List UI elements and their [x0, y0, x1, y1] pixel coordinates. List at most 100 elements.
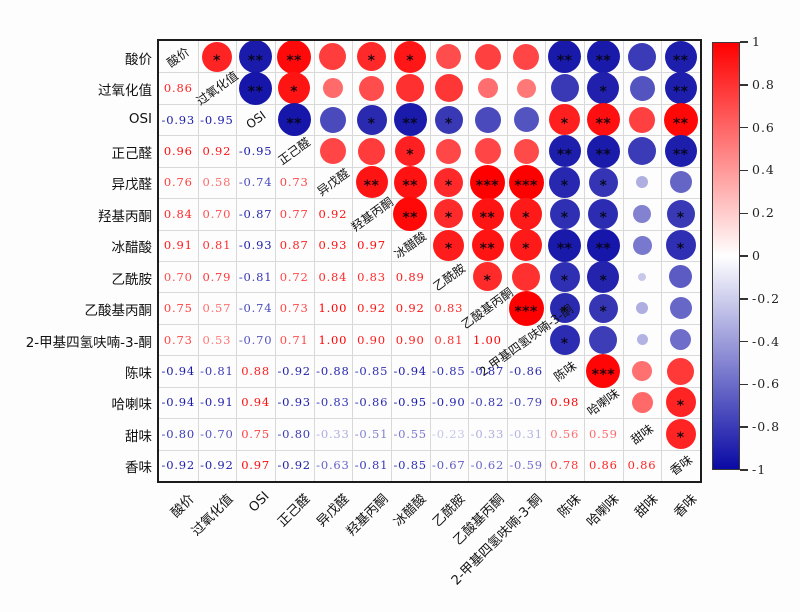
- diagonal-variable-label: 羟基丙酮: [348, 194, 396, 235]
- corr-value: 0.92: [357, 301, 386, 316]
- significance-stars: **: [556, 241, 573, 258]
- colorbar-tick-mark: [740, 84, 748, 86]
- corr-value: -0.33: [316, 426, 350, 441]
- y-axis-label: 哈喇味: [111, 397, 153, 414]
- corr-circle: [632, 235, 652, 255]
- corr-circle: [664, 135, 697, 167]
- significance-stars: *: [367, 115, 376, 132]
- corr-circle: [588, 198, 619, 229]
- significance-stars: *: [676, 429, 685, 446]
- colorbar-tick-label: -0.6: [752, 376, 781, 392]
- significance-stars: **: [286, 52, 303, 69]
- significance-stars: *: [599, 84, 608, 101]
- corr-circle: [548, 135, 581, 167]
- corr-value: -0.81: [354, 458, 389, 473]
- corr-value: 0.83: [357, 269, 386, 284]
- corr-value: 0.76: [163, 175, 193, 190]
- corr-circle: [508, 164, 544, 200]
- corr-value: -0.51: [354, 426, 389, 441]
- corr-value: 0.94: [241, 395, 270, 410]
- gridline-horizontal: [159, 418, 700, 420]
- y-axis-label: 酸价: [125, 51, 152, 68]
- corr-circle: [629, 75, 655, 101]
- significance-stars: *: [522, 241, 530, 258]
- colorbar-tick-mark: [740, 212, 748, 214]
- significance-stars: *: [560, 178, 569, 195]
- significance-stars: *: [444, 209, 453, 226]
- corr-circle: [474, 138, 501, 164]
- corr-value: 0.90: [395, 332, 425, 347]
- corr-value: -0.79: [509, 395, 543, 410]
- corr-value: 0.83: [434, 301, 464, 316]
- corr-circle: [636, 334, 648, 346]
- corr-value: -0.95: [238, 144, 273, 158]
- colorbar-tick-label: -0.2: [752, 290, 781, 306]
- corr-circle: [667, 357, 695, 385]
- corr-circle: [473, 262, 502, 292]
- corr-circle: [393, 196, 428, 231]
- corr-circle: [277, 39, 312, 74]
- corr-circle: [474, 106, 501, 133]
- corr-value: -0.93: [238, 238, 273, 253]
- corr-circle: [358, 137, 385, 165]
- corr-value: -0.55: [393, 426, 427, 441]
- corr-circle: [548, 228, 582, 262]
- corr-value: 0.56: [550, 426, 580, 441]
- corr-value: 0.88: [241, 364, 270, 378]
- colorbar-tick-label: -0.4: [752, 333, 781, 349]
- diagonal-variable-label: 异戊醛: [314, 166, 352, 200]
- corr-value: 0.53: [202, 332, 232, 347]
- colorbar-tick-label: 0.6: [752, 119, 775, 135]
- corr-value: 0.73: [279, 301, 309, 316]
- significance-stars: *: [560, 272, 569, 289]
- corr-circle: [393, 103, 427, 137]
- corr-value: 0.86: [588, 458, 618, 473]
- corr-value: 0.81: [434, 332, 464, 347]
- y-axis-label: 乙酸基丙酮: [84, 303, 153, 320]
- significance-stars: **: [672, 147, 689, 163]
- diagonal-variable-label: 陈味: [551, 358, 579, 385]
- colorbar-tick-mark: [740, 126, 748, 129]
- gridline-horizontal: [159, 292, 700, 294]
- significance-stars: *: [444, 241, 453, 258]
- corr-value: 0.81: [202, 238, 232, 253]
- colorbar-tick-label: 1: [752, 34, 761, 49]
- colorbar-tick-mark: [740, 383, 748, 386]
- corr-value: -0.74: [238, 175, 273, 190]
- corr-circle: [510, 197, 543, 230]
- corr-circle: [356, 104, 387, 135]
- corr-circle: [319, 138, 346, 164]
- significance-stars: *: [406, 52, 415, 69]
- corr-value: 0.87: [279, 238, 309, 253]
- corr-circle: [319, 106, 346, 133]
- corr-circle: [433, 229, 465, 261]
- significance-stars: ***: [514, 178, 538, 195]
- significance-stars: **: [595, 147, 612, 163]
- corr-circle: [355, 166, 388, 199]
- corr-circle: [636, 302, 648, 315]
- significance-stars: **: [556, 52, 573, 69]
- corr-value: 0.72: [279, 269, 309, 284]
- corr-value: -0.95: [200, 112, 234, 127]
- corr-circle: [638, 272, 646, 281]
- corr-circle: [512, 262, 541, 291]
- corr-value: 0.93: [318, 238, 348, 253]
- corr-value: 0.91: [163, 238, 193, 253]
- corr-value: 1.00: [318, 332, 348, 347]
- corr-value: 1.00: [318, 301, 348, 316]
- corr-value: -0.95: [393, 395, 427, 410]
- corr-circle: [549, 261, 580, 292]
- y-axis-label: 香味: [125, 460, 152, 477]
- corr-circle: [631, 391, 653, 413]
- significance-stars: **: [595, 115, 612, 132]
- colorbar-tick-label: -1: [752, 462, 767, 477]
- colorbar-tick-label: 0.8: [752, 76, 775, 92]
- corr-value: -0.23: [432, 426, 466, 441]
- corr-value: 0.79: [202, 269, 232, 284]
- corr-circle: [477, 78, 498, 99]
- corr-circle: [394, 40, 427, 73]
- corr-value: -0.67: [432, 458, 466, 473]
- corr-circle: [516, 78, 536, 98]
- y-axis-label: 过氧化值: [98, 83, 152, 100]
